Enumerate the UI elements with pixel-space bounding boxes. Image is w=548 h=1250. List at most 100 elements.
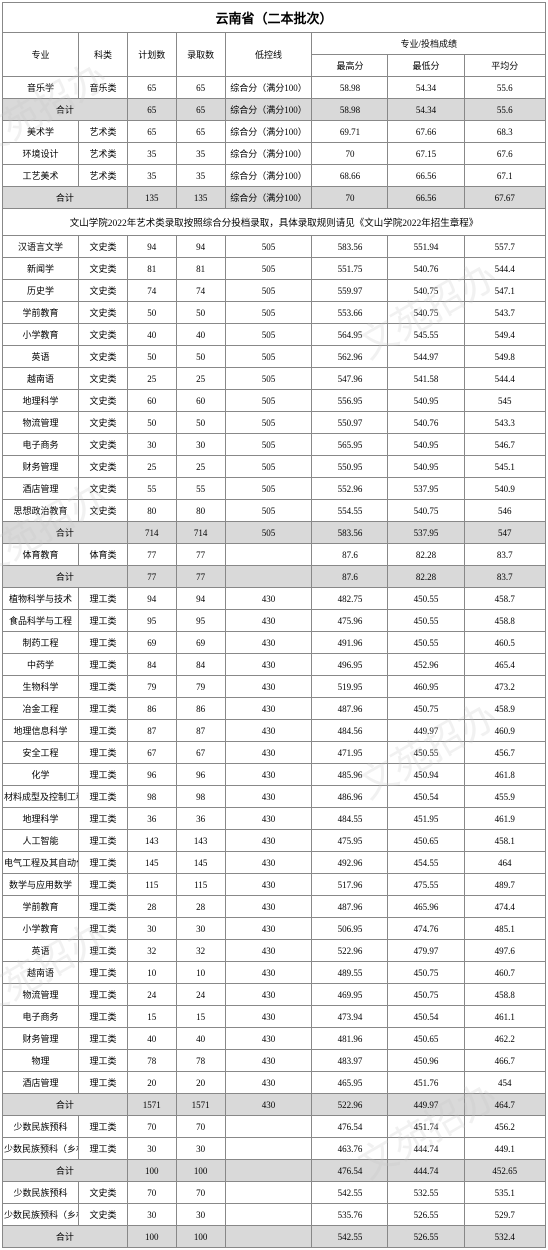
cell: 537.95 — [388, 478, 464, 500]
cell: 理工类 — [79, 984, 128, 1006]
cell: 30 — [127, 918, 176, 940]
cell: 461.9 — [464, 808, 546, 830]
cell: 94 — [127, 236, 176, 258]
cell: 理工类 — [79, 1050, 128, 1072]
cell: 94 — [176, 236, 225, 258]
cell: 80 — [176, 500, 225, 522]
cell: 文史类 — [79, 346, 128, 368]
cell: 458.8 — [464, 984, 546, 1006]
cell: 546.7 — [464, 434, 546, 456]
cell: 87 — [127, 720, 176, 742]
cell: 文史类 — [79, 324, 128, 346]
cell: 430 — [225, 1094, 312, 1116]
cell: 物流管理 — [3, 412, 79, 434]
cell: 463.76 — [312, 1138, 388, 1160]
cell: 小学教育 — [3, 918, 79, 940]
table-row: 财务管理文史类2525505550.95540.95545.1 — [3, 456, 546, 478]
cell: 音乐学 — [3, 77, 79, 99]
cell: 55 — [127, 478, 176, 500]
cell: 54.34 — [388, 99, 464, 121]
cell: 文史类 — [79, 1204, 128, 1226]
cell: 物流管理 — [3, 984, 79, 1006]
cell: 40 — [176, 1028, 225, 1050]
cell: 36 — [176, 808, 225, 830]
cell: 30 — [127, 1138, 176, 1160]
cell: 430 — [225, 742, 312, 764]
cell: 65 — [176, 77, 225, 99]
cell: 465.95 — [312, 1072, 388, 1094]
cell: 466.7 — [464, 1050, 546, 1072]
cell: 70 — [176, 1116, 225, 1138]
cell: 理工类 — [79, 852, 128, 874]
cell: 55.6 — [464, 77, 546, 99]
cell: 98 — [127, 786, 176, 808]
table-row: 少数民族预科理工类7070476.54451.74456.2 — [3, 1116, 546, 1138]
cell: 68.66 — [312, 165, 388, 187]
cell: 485.96 — [312, 764, 388, 786]
cell: 449.1 — [464, 1138, 546, 1160]
cell: 86 — [176, 698, 225, 720]
cell: 体育教育 — [3, 544, 79, 566]
cell: 540.95 — [388, 434, 464, 456]
cell: 505 — [225, 522, 312, 544]
table-row: 合计6565综合分（满分100）58.9854.3455.6 — [3, 99, 546, 121]
cell: 电气工程及其自动化 — [3, 852, 79, 874]
table-row: 中药学理工类8484430496.95452.96465.4 — [3, 654, 546, 676]
cell: 460.5 — [464, 632, 546, 654]
cell: 430 — [225, 896, 312, 918]
cell: 451.76 — [388, 1072, 464, 1094]
cell: 文史类 — [79, 434, 128, 456]
cell: 444.74 — [388, 1138, 464, 1160]
cell: 481.96 — [312, 1028, 388, 1050]
cell: 81 — [176, 258, 225, 280]
cell: 74 — [127, 280, 176, 302]
cell: 544.97 — [388, 346, 464, 368]
cell: 522.96 — [312, 940, 388, 962]
cell: 理工类 — [79, 874, 128, 896]
h-admit: 录取数 — [176, 33, 225, 77]
cell: 143 — [127, 830, 176, 852]
table-row: 少数民族预科（乡村振兴专项）文史类3030535.76526.55529.7 — [3, 1204, 546, 1226]
cell: 497.6 — [464, 940, 546, 962]
cell: 505 — [225, 236, 312, 258]
cell: 历史学 — [3, 280, 79, 302]
cell: 430 — [225, 764, 312, 786]
cell: 145 — [176, 852, 225, 874]
cell: 理工类 — [79, 808, 128, 830]
subtotal-label: 合计 — [3, 1094, 128, 1116]
table-row: 地理科学理工类3636430484.55451.95461.9 — [3, 808, 546, 830]
cell: 543.3 — [464, 412, 546, 434]
cell: 少数民族预科 — [3, 1116, 79, 1138]
cell: 450.55 — [388, 632, 464, 654]
cell: 74 — [176, 280, 225, 302]
table-row: 酒店管理文史类5555505552.96537.95540.9 — [3, 478, 546, 500]
table-row: 物理理工类7878430483.97450.96466.7 — [3, 1050, 546, 1072]
cell: 25 — [127, 368, 176, 390]
cell: 430 — [225, 588, 312, 610]
cell: 492.96 — [312, 852, 388, 874]
cell: 496.95 — [312, 654, 388, 676]
cell: 84 — [176, 654, 225, 676]
cell: 550.95 — [312, 456, 388, 478]
cell: 505 — [225, 478, 312, 500]
subtotal-label: 合计 — [3, 187, 128, 209]
cell: 430 — [225, 1050, 312, 1072]
cell: 67.67 — [464, 187, 546, 209]
cell: 理工类 — [79, 1028, 128, 1050]
cell: 英语 — [3, 346, 79, 368]
cell: 65 — [176, 121, 225, 143]
cell: 综合分（满分100） — [225, 165, 312, 187]
cell: 135 — [176, 187, 225, 209]
cell: 535.1 — [464, 1182, 546, 1204]
cell: 475.95 — [312, 830, 388, 852]
cell: 70 — [312, 187, 388, 209]
cell: 714 — [176, 522, 225, 544]
cell: 54.34 — [388, 77, 464, 99]
cell: 100 — [176, 1226, 225, 1248]
cell: 505 — [225, 412, 312, 434]
cell: 65 — [127, 77, 176, 99]
cell: 综合分（满分100） — [225, 121, 312, 143]
cell: 50 — [127, 412, 176, 434]
cell: 545.1 — [464, 456, 546, 478]
cell: 506.95 — [312, 918, 388, 940]
